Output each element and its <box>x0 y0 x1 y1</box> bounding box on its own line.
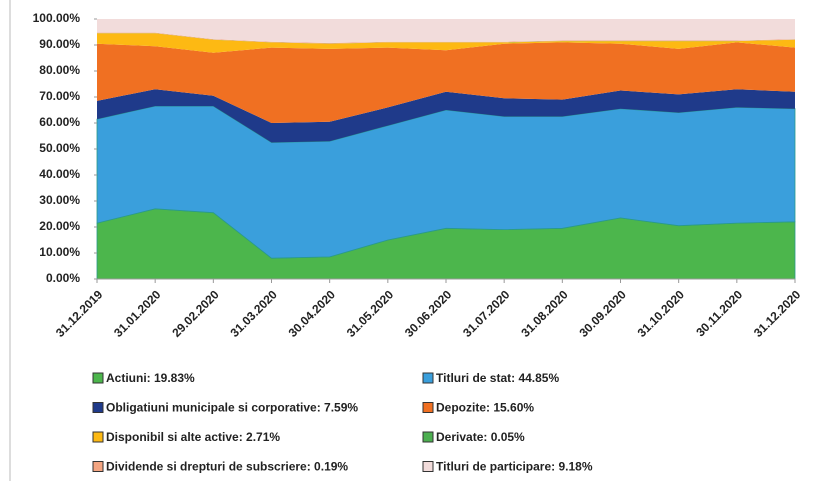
area <box>97 33 795 44</box>
y-tick-label: 30.00% <box>39 193 80 207</box>
legend-label: Disponibil si alte active: 2.71% <box>106 430 280 444</box>
area <box>97 32 795 44</box>
legend-swatch <box>422 431 434 443</box>
x-tick-label: 30.09.2020 <box>576 287 629 340</box>
x-tick-label: 30.04.2020 <box>286 287 339 340</box>
y-tick-label: 40.00% <box>39 167 80 181</box>
area <box>97 19 795 44</box>
x-tick-label: 31.10.2020 <box>635 287 688 340</box>
legend-swatch <box>92 402 104 413</box>
legend-swatch <box>422 461 434 472</box>
y-tick-label: 0.00% <box>46 271 80 285</box>
x-tick-label: 30.06.2020 <box>402 287 455 340</box>
area <box>97 33 795 53</box>
x-tick-label: 31.05.2020 <box>344 287 397 340</box>
legend-label: Titluri de stat: 44.85% <box>436 371 559 385</box>
legend-label: Actiuni: 19.83% <box>106 371 195 385</box>
legend-swatch <box>422 402 434 413</box>
y-tick-label: 60.00% <box>39 115 80 129</box>
y-tick-label: 50.00% <box>39 141 80 155</box>
y-tick-label: 90.00% <box>39 37 80 51</box>
legend-swatch <box>92 431 104 443</box>
legend-swatch <box>92 372 104 384</box>
area <box>96 105 796 259</box>
area <box>97 42 795 123</box>
x-tick-label: 31.12.2020 <box>751 287 804 340</box>
legend-label: Derivate: 0.05% <box>436 430 525 444</box>
legend-label: Obligatiuni municipale si corporative: 7… <box>106 401 358 415</box>
y-tick-label: 100.00% <box>33 11 81 25</box>
legend-label: Depozite: 15.60% <box>436 401 534 415</box>
y-tick-label: 20.00% <box>39 219 80 233</box>
legend-label: Dividende si drepturi de subscriere: 0.1… <box>106 460 348 474</box>
x-tick-label: 31.03.2020 <box>227 287 280 340</box>
legend-swatch <box>422 372 434 384</box>
y-tick-label: 10.00% <box>39 245 80 259</box>
x-tick-label: 30.11.2020 <box>693 287 745 339</box>
y-tick-label: 70.00% <box>39 89 80 103</box>
x-tick-label: 31.07.2020 <box>460 287 513 340</box>
legend-swatch <box>92 461 104 472</box>
legend-label: Titluri de participare: 9.18% <box>436 460 593 474</box>
x-tick-label: 29.02.2020 <box>169 287 222 340</box>
x-tick-label: 31.01.2020 <box>111 287 164 340</box>
area <box>97 89 795 143</box>
y-tick-label: 80.00% <box>39 63 80 77</box>
x-tick-label: 31.08.2020 <box>518 287 571 340</box>
x-tick-label: 31.12.2019 <box>53 287 106 340</box>
